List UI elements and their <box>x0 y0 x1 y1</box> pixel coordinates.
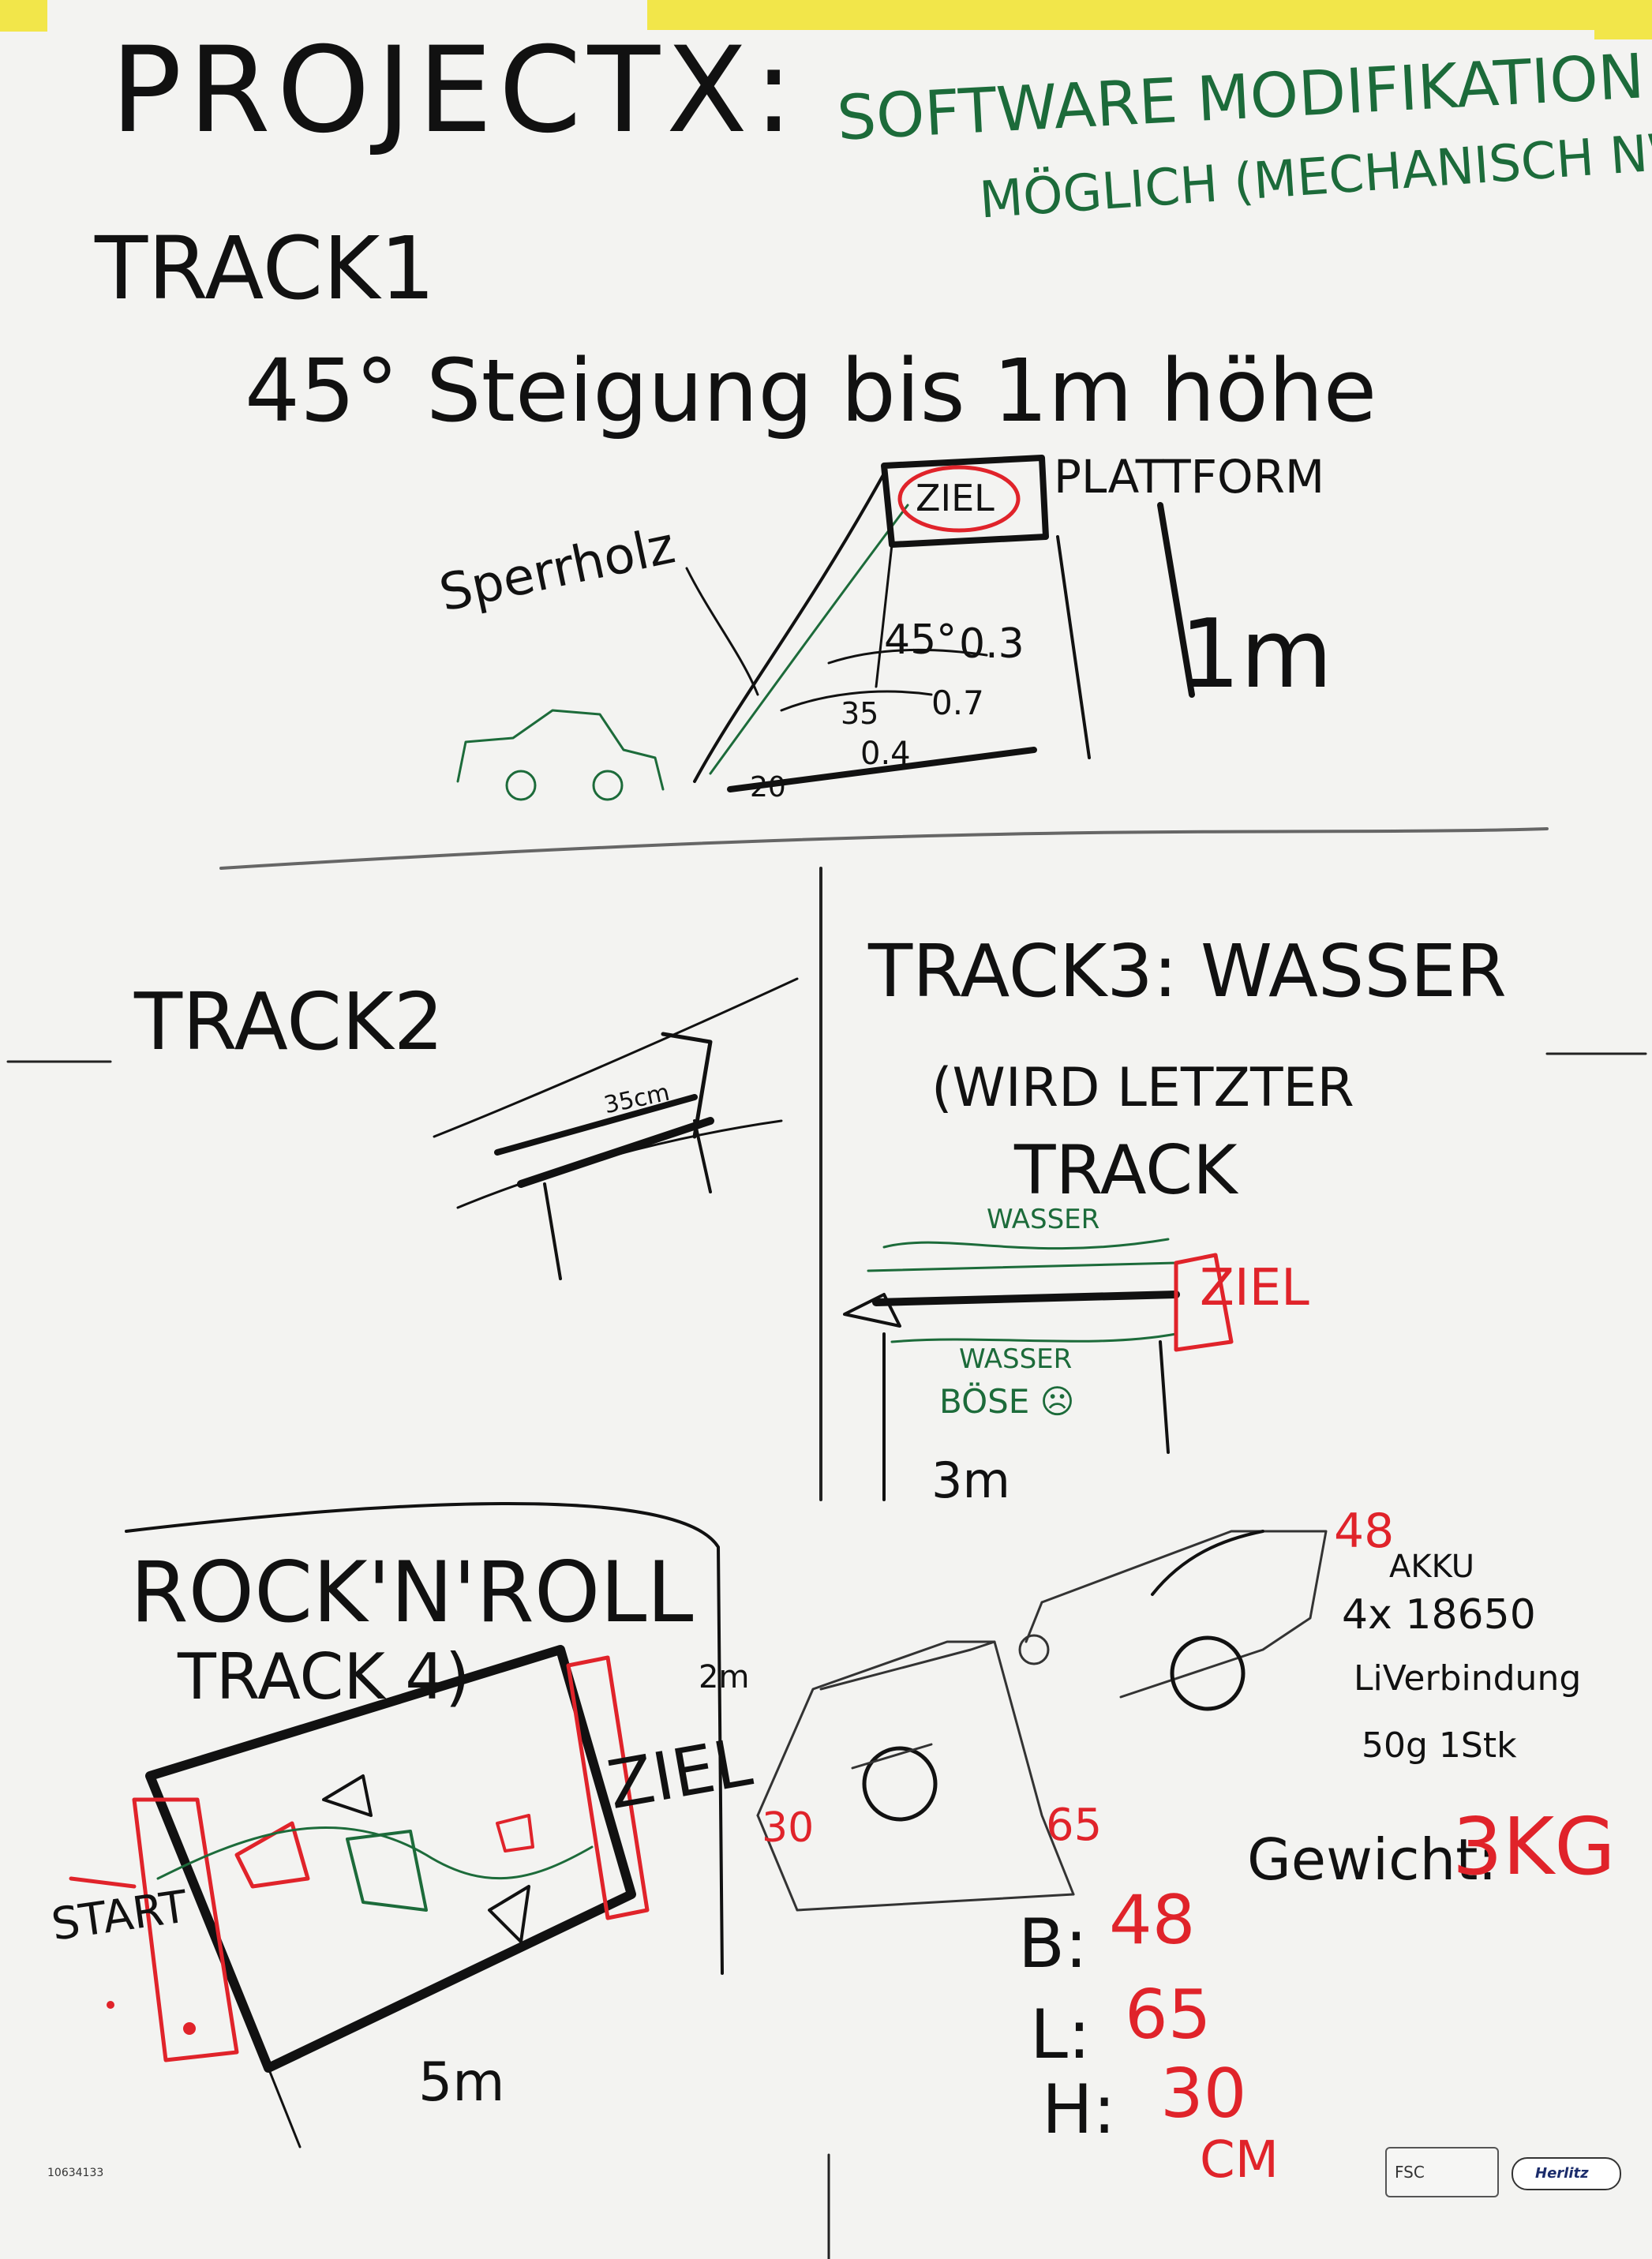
ramp-sketch <box>685 455 1195 792</box>
arena-sketch <box>69 1502 724 2148</box>
track3-note-line1: (WIRD LETZTER <box>931 1057 1354 1119</box>
track1-len-2: 0.7 <box>931 684 984 722</box>
weight-label: Gewicht: <box>1247 1826 1497 1893</box>
track3-goal: ZIEL <box>1200 1259 1309 1317</box>
track1-label-plattform: PLATTFORM <box>1054 450 1324 504</box>
water-course-sketch <box>843 1238 1234 1501</box>
dim-unit: CM <box>1200 2131 1279 2190</box>
dim-length-label: L: <box>1030 1995 1091 2074</box>
track1-subtitle: 45° Steigung bis 1m höhe <box>245 340 1377 441</box>
track4-subtitle: TRACK 4) <box>178 1640 470 1714</box>
robot-height-label: 30 <box>762 1804 815 1852</box>
paper-code: 10634133 <box>47 2167 104 2179</box>
dim-width-label: B: <box>1018 1905 1088 1984</box>
track1-angle-35: 35 <box>841 696 879 731</box>
herlitz-logo: Herlitz <box>1512 2157 1621 2190</box>
akku-line4: 50g 1Stk <box>1362 1725 1517 1766</box>
tape-middle <box>647 0 1634 30</box>
akku-line3: LiVerbindung <box>1354 1658 1582 1699</box>
track3-water-top: WASSER <box>987 1204 1100 1235</box>
track2-title: TRACK2 <box>134 976 444 1068</box>
track4-width-label: 5m <box>418 2051 505 2114</box>
bridge-sketch <box>433 977 799 1280</box>
tape-right <box>1594 0 1652 39</box>
akku-line1: AKKU <box>1389 1549 1475 1585</box>
track1-label-ziel: ZIEL <box>916 477 995 519</box>
track1-len-3: 0.4 <box>860 736 911 772</box>
robot-sketch <box>756 1530 1328 1912</box>
herlitz-text: Herlitz <box>1535 2165 1589 2182</box>
robot-width-label: 48 <box>1334 1504 1395 1559</box>
track4-depth-label: 2m <box>699 1659 750 1695</box>
track1-angle-20: 20 <box>750 771 786 804</box>
track1-angle-45: 45° <box>884 616 957 664</box>
dim-height-label: H: <box>1042 2070 1116 2149</box>
dim-length-value: 65 <box>1125 1976 1212 2055</box>
tape-left <box>0 0 47 32</box>
track3-note-line2: TRACK <box>1014 1131 1238 1210</box>
project-title: PROJECTX: <box>111 22 800 159</box>
divider-horizontal <box>219 827 1549 870</box>
track1-title: TRACK1 <box>95 218 436 319</box>
track3-water-bottom: WASSER <box>959 1343 1073 1375</box>
fsc-text: FSC <box>1395 2163 1425 2182</box>
track1-len-1: 0.3 <box>959 620 1025 668</box>
dim-height-value: 30 <box>1160 2055 1247 2134</box>
akku-line2: 4x 18650 <box>1342 1591 1536 1639</box>
track1-label-height: 1m <box>1180 600 1333 710</box>
track3-width: 3m <box>931 1452 1010 1509</box>
car-sketch <box>456 709 665 801</box>
track3-title: TRACK3: WASSER <box>868 929 1507 1013</box>
robot-length-label: 65 <box>1046 1800 1103 1851</box>
fsc-logo: FSC <box>1385 2147 1499 2197</box>
track4-title: ROCK'N'ROLL <box>130 1544 694 1641</box>
track3-danger: BÖSE ☹ <box>939 1382 1075 1421</box>
weight-value: 3KG <box>1452 1800 1616 1893</box>
dim-width-value: 48 <box>1109 1881 1196 1960</box>
